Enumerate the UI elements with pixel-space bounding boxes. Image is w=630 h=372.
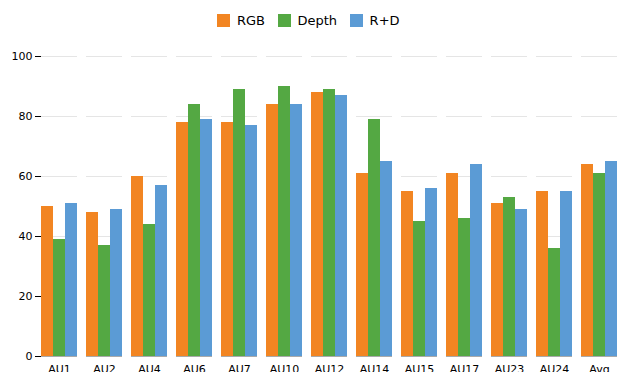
svg-text:0: 0: [26, 350, 33, 363]
svg-text:AU17: AU17: [450, 363, 480, 372]
html-text:RGB: RGB: [237, 13, 265, 28]
svg-text:40: 40: [19, 230, 33, 243]
html-text:Depth: Depth: [297, 13, 338, 28]
svg-text:AU12: AU12: [315, 363, 345, 372]
svg-text:100: 100: [12, 50, 33, 63]
svg-text:AU14: AU14: [360, 363, 390, 372]
svg-text:80: 80: [19, 110, 33, 123]
svg-text:AU2: AU2: [93, 363, 116, 372]
svg-text:AU24: AU24: [540, 363, 570, 372]
svg-text:AU15: AU15: [405, 363, 435, 372]
svg-text:20: 20: [19, 290, 33, 303]
svg-text:AU4: AU4: [138, 363, 161, 372]
html-text:R+D: R+D: [369, 13, 400, 28]
svg-text:AU10: AU10: [270, 363, 300, 372]
svg-text:AU23: AU23: [495, 363, 525, 372]
svg-text:60: 60: [19, 170, 33, 183]
svg-text:Avg: Avg: [589, 363, 609, 372]
svg-text:AU1: AU1: [48, 363, 71, 372]
svg-text:AU6: AU6: [183, 363, 206, 372]
svg-text:AU7: AU7: [228, 363, 251, 372]
